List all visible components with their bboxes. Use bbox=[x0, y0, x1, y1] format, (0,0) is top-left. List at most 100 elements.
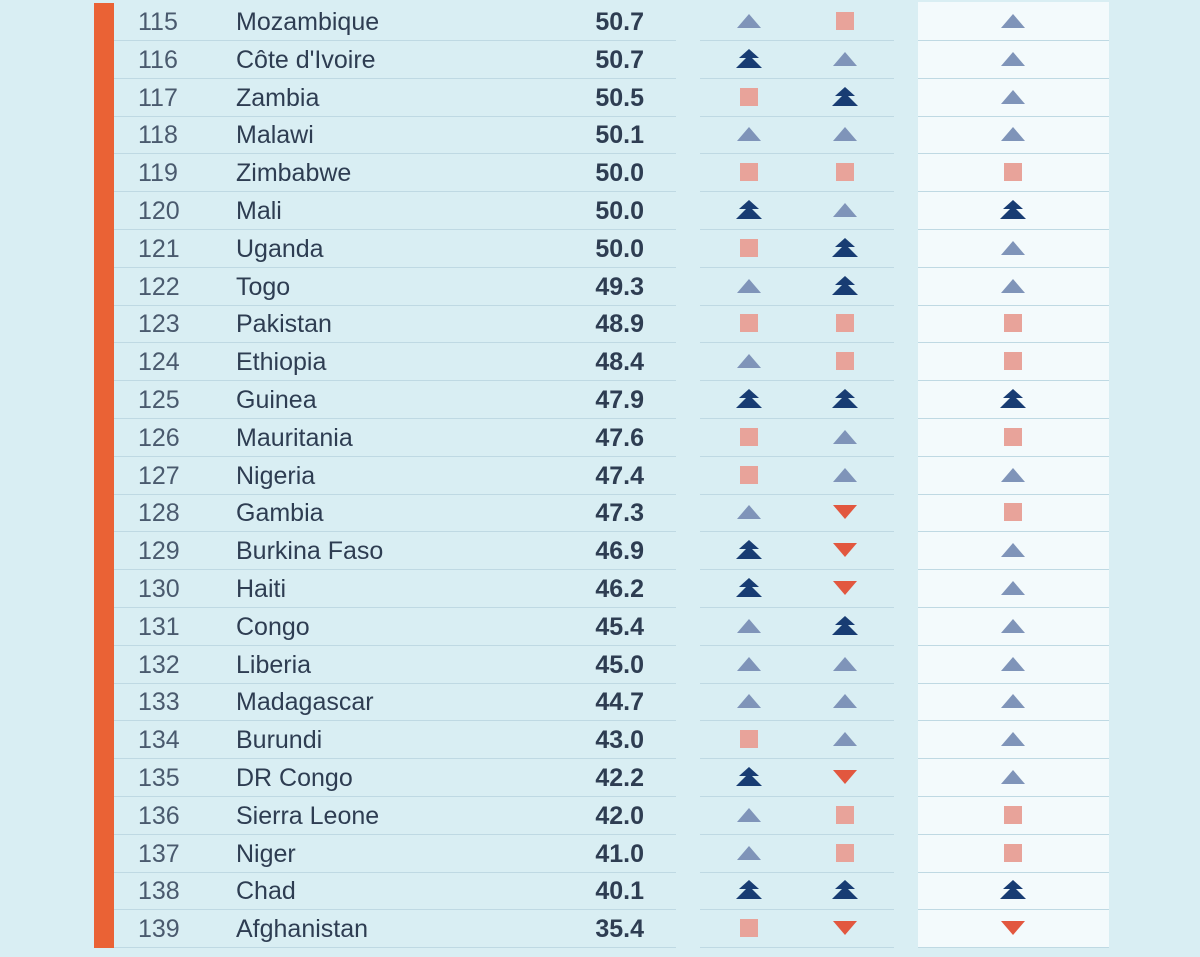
double-triangle-up-icon bbox=[736, 767, 762, 788]
triangle-up-icon bbox=[1000, 466, 1026, 484]
row-divider bbox=[700, 531, 894, 533]
rank-number: 139 bbox=[138, 915, 180, 944]
triangle-up-icon bbox=[736, 617, 762, 635]
square-stable-icon bbox=[1004, 805, 1022, 824]
country-name: Niger bbox=[236, 839, 296, 868]
table-row: 116 Côte d'Ivoire 50.7 bbox=[0, 40, 1200, 79]
row-divider bbox=[918, 380, 1109, 382]
square-stable-icon bbox=[836, 352, 854, 371]
triangle-up-icon bbox=[736, 692, 762, 710]
triangle-up-icon bbox=[736, 352, 762, 370]
country-name: Mozambique bbox=[236, 8, 380, 36]
row-divider bbox=[700, 909, 894, 911]
triangle-down-icon bbox=[832, 503, 858, 521]
row-divider bbox=[114, 607, 676, 608]
rank-number: 120 bbox=[138, 197, 180, 225]
row-divider bbox=[700, 342, 894, 344]
row-divider bbox=[700, 455, 894, 457]
triangle-up-icon bbox=[832, 692, 858, 710]
table-row: 119 Zimbabwe 50.0 bbox=[0, 154, 1200, 193]
row-divider bbox=[700, 493, 894, 495]
score-value: 50.0 bbox=[595, 197, 644, 225]
score-value: 42.0 bbox=[595, 801, 644, 830]
double-triangle-up-icon bbox=[832, 615, 858, 637]
score-value: 50.7 bbox=[595, 8, 644, 36]
row-divider bbox=[918, 947, 1109, 949]
triangle-up-icon bbox=[832, 730, 858, 748]
score-value: 43.0 bbox=[595, 726, 644, 755]
triangle-up-icon bbox=[1000, 239, 1026, 257]
triangle-up-icon bbox=[1000, 277, 1026, 295]
rank-number: 124 bbox=[138, 348, 180, 377]
row-divider bbox=[918, 77, 1109, 79]
double-triangle-up-icon bbox=[832, 275, 858, 297]
rank-number: 131 bbox=[138, 612, 180, 641]
table-row: 121 Uganda 50.0 bbox=[0, 229, 1200, 268]
rank-number: 127 bbox=[138, 461, 180, 490]
table-row: 136 Sierra Leone 42.0 bbox=[0, 796, 1200, 835]
rank-color-bar bbox=[94, 570, 114, 608]
rank-color-bar bbox=[94, 721, 114, 760]
score-value: 46.9 bbox=[595, 537, 644, 566]
table-row: 133 Madagascar 44.7 bbox=[0, 683, 1200, 722]
row-divider bbox=[918, 40, 1109, 41]
table-row: 125 Guinea 47.9 bbox=[0, 381, 1200, 419]
score-value: 50.5 bbox=[595, 83, 644, 112]
rank-color-bar bbox=[94, 796, 114, 835]
triangle-up-icon bbox=[736, 503, 762, 521]
triangle-up-icon bbox=[832, 50, 858, 68]
score-value: 48.4 bbox=[595, 348, 644, 377]
row-divider bbox=[114, 493, 676, 495]
triangle-up-icon bbox=[736, 844, 762, 862]
double-triangle-up-icon bbox=[832, 86, 858, 108]
square-stable-icon bbox=[1004, 427, 1022, 446]
rank-number: 122 bbox=[138, 272, 180, 301]
score-value: 50.0 bbox=[595, 234, 644, 263]
double-triangle-up-icon bbox=[832, 880, 858, 901]
row-divider bbox=[918, 720, 1109, 722]
row-divider bbox=[700, 720, 894, 722]
rank-number: 126 bbox=[138, 423, 180, 452]
row-divider bbox=[700, 796, 894, 797]
row-divider bbox=[700, 380, 894, 382]
row-divider bbox=[918, 304, 1109, 306]
square-stable-icon bbox=[836, 843, 854, 862]
rank-color-bar bbox=[94, 40, 114, 79]
row-divider bbox=[114, 40, 676, 41]
table-row: 123 Pakistan 48.9 bbox=[0, 305, 1200, 344]
row-divider bbox=[114, 455, 676, 457]
score-value: 44.7 bbox=[595, 688, 644, 717]
row-divider bbox=[114, 909, 676, 911]
rank-color-bar bbox=[94, 229, 114, 268]
triangle-up-icon bbox=[1000, 125, 1026, 143]
score-value: 50.1 bbox=[595, 121, 644, 150]
square-stable-icon bbox=[836, 314, 854, 333]
country-name: Zimbabwe bbox=[236, 159, 352, 188]
row-divider bbox=[700, 947, 894, 949]
triangle-up-icon bbox=[736, 125, 762, 143]
country-name: Burkina Faso bbox=[236, 537, 384, 566]
row-divider bbox=[114, 304, 676, 306]
row-divider bbox=[114, 833, 676, 835]
table-row: 137 Niger 41.0 bbox=[0, 834, 1200, 873]
rank-color-bar bbox=[94, 154, 114, 193]
row-divider bbox=[114, 796, 676, 797]
square-stable-icon bbox=[740, 730, 758, 749]
row-divider bbox=[918, 266, 1109, 268]
triangle-up-icon bbox=[736, 655, 762, 673]
score-value: 49.3 bbox=[595, 272, 644, 301]
rank-number: 136 bbox=[138, 801, 180, 830]
triangle-up-icon bbox=[1000, 541, 1026, 559]
row-divider bbox=[700, 229, 894, 230]
rank-number: 138 bbox=[138, 877, 180, 906]
country-name: Côte d'Ivoire bbox=[236, 45, 376, 74]
row-divider bbox=[700, 266, 894, 268]
table-row: 124 Ethiopia 48.4 bbox=[0, 343, 1200, 382]
square-stable-icon bbox=[740, 427, 758, 446]
triangle-up-icon bbox=[832, 125, 858, 143]
triangle-up-icon bbox=[736, 277, 762, 295]
triangle-up-icon bbox=[1000, 768, 1026, 786]
triangle-down-icon bbox=[832, 768, 858, 786]
country-name: Nigeria bbox=[236, 461, 316, 490]
